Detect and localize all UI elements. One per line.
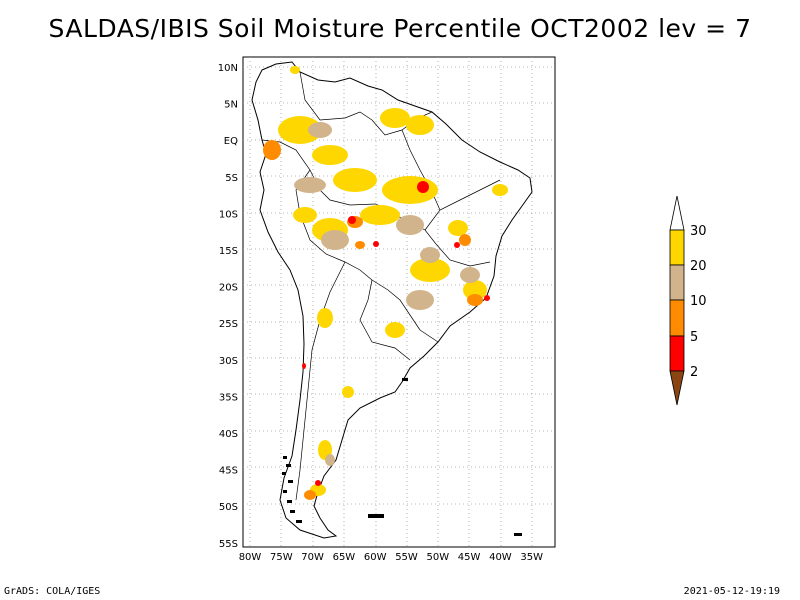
percentile-20-30 — [278, 66, 508, 496]
colorbar — [669, 195, 685, 406]
percentile-5-10 — [263, 140, 483, 500]
colorbar-band-20-30 — [669, 229, 685, 266]
lat-label: 55S — [219, 539, 238, 550]
lon-label: 60W — [364, 552, 387, 563]
percentile-10-20 — [294, 122, 480, 466]
small-islands — [368, 378, 522, 536]
lat-label: 10S — [219, 209, 238, 220]
lat-label: 25S — [219, 319, 238, 330]
colorbar-labels: 30 20 10 5 2 — [690, 224, 707, 380]
lon-label: 50W — [426, 552, 449, 563]
lat-label: 5N — [224, 100, 238, 111]
lon-label: 45W — [458, 552, 481, 563]
lon-label: 75W — [270, 552, 293, 563]
lat-label: 20S — [219, 283, 238, 294]
footer-credit: GrADS: COLA/IGES — [4, 586, 101, 597]
colorbar-label: 20 — [690, 259, 707, 274]
map-grid — [243, 57, 555, 547]
colorbar-label: 5 — [690, 330, 698, 345]
percentile-2-5 — [302, 181, 490, 486]
colorbar-band-2-5 — [669, 335, 685, 372]
lat-label: 30S — [219, 356, 238, 367]
colorbar-band-10-20 — [669, 264, 685, 301]
southern-archipelago — [282, 456, 302, 523]
latitude-labels: 10N 5N EQ 5S 10S 15S 20S 25S 30S 35S 40S 45S 50S 55S — [218, 63, 238, 550]
lon-label: 65W — [333, 552, 356, 563]
colorbar-top-arrow — [669, 195, 685, 231]
lat-label: 40S — [219, 429, 238, 440]
lat-label: 35S — [219, 392, 238, 403]
colorbar-band-5-10 — [669, 299, 685, 337]
colorbar-label: 2 — [690, 365, 698, 380]
colorbar-label: 30 — [690, 224, 707, 239]
lon-label: 55W — [395, 552, 418, 563]
lon-label: 35W — [520, 552, 543, 563]
footer-timestamp: 2021-05-12-19:19 — [683, 586, 780, 597]
lat-label: 10N — [218, 63, 238, 74]
lat-label: 5S — [225, 173, 238, 184]
colorbar-label: 10 — [690, 294, 707, 309]
colorbar-bottom-arrow — [669, 370, 685, 406]
lat-label: 50S — [219, 502, 238, 513]
lon-label: 40W — [489, 552, 512, 563]
lat-label: 15S — [219, 246, 238, 257]
map-title: SALDAS/IBIS Soil Moisture Percentile OCT… — [48, 14, 752, 43]
longitude-labels: 80W 75W 70W 65W 60W 55W 50W 45W 40W 35W — [239, 552, 543, 563]
lat-label: EQ — [224, 136, 238, 147]
lon-label: 80W — [239, 552, 262, 563]
soil-moisture-field — [263, 66, 522, 536]
lat-label: 45S — [219, 466, 238, 477]
lon-label: 70W — [301, 552, 324, 563]
